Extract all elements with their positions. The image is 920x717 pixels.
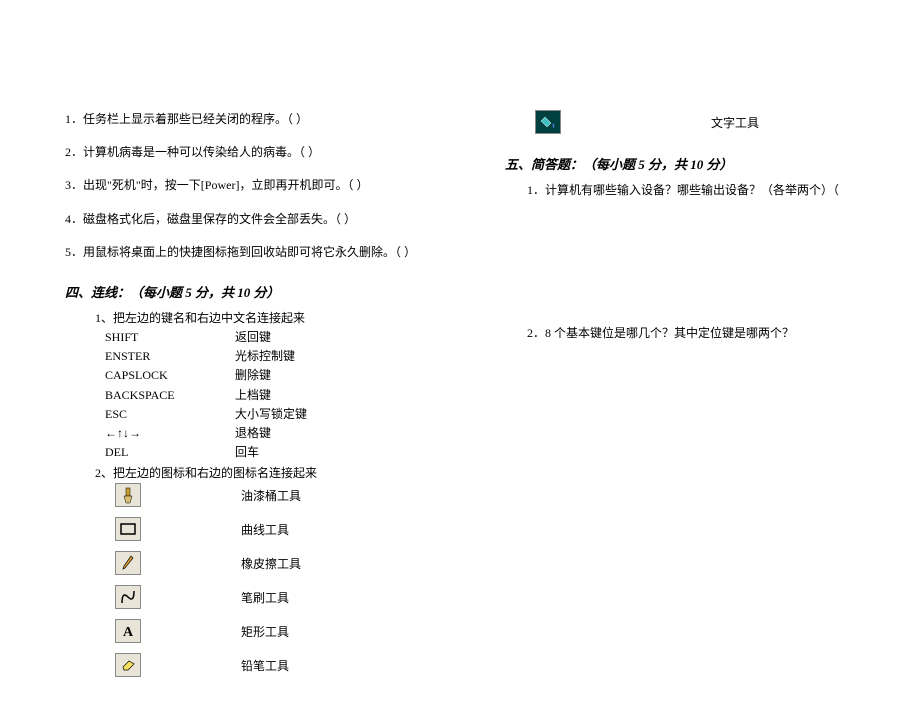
key-row: ENSTER光标控制键	[105, 347, 445, 366]
top-icon-label: 文字工具	[711, 114, 759, 131]
statement-5: 5．用鼠标将桌面上的快捷图标拖到回收站即可将它永久删除。（ ）	[65, 243, 445, 262]
icon-row: 油漆桶工具	[115, 483, 445, 507]
key-row: CAPSLOCK删除键	[105, 366, 445, 385]
key-row: BACKSPACE上档键	[105, 386, 445, 405]
icon-row: 橡皮擦工具	[115, 551, 445, 575]
section-4-title: 四、连线：（每小题 5 分，共 10 分）	[65, 282, 445, 301]
icon-label: 笔刷工具	[241, 589, 289, 606]
left-column: 1．任务栏上显示着那些已经关闭的程序。（ ） 2．计算机病毒是一种可以传染给人的…	[65, 110, 465, 687]
q2-title: 2、把左边的图标和右边的图标名连接起来	[95, 464, 445, 481]
icon-label: 矩形工具	[241, 623, 289, 640]
svg-text:A: A	[123, 625, 134, 639]
icon-label: 油漆桶工具	[241, 487, 301, 504]
short-answer-q2: 2．8 个基本键位是哪几个？其中定位键是哪两个？	[527, 324, 865, 343]
icon-row: A 矩形工具	[115, 619, 445, 643]
key-connection-table: SHIFT返回键 ENSTER光标控制键 CAPSLOCK删除键 BACKSPA…	[105, 328, 445, 462]
curve-tool-icon	[115, 585, 141, 609]
icon-connection-table: 油漆桶工具 曲线工具 橡皮擦工具 笔刷工具	[115, 483, 445, 677]
icon-label: 铅笔工具	[241, 657, 289, 674]
statement-2: 2．计算机病毒是一种可以传染给人的病毒。（ ）	[65, 143, 445, 162]
icon-row: 铅笔工具	[115, 653, 445, 677]
brush-tool-icon	[115, 483, 141, 507]
q1-title: 1、把左边的键名和右边中文名连接起来	[95, 309, 445, 326]
icon-label: 曲线工具	[241, 521, 289, 538]
icon-row: 笔刷工具	[115, 585, 445, 609]
right-column: 文字工具 五、简答题：（每小题 5 分，共 10 分） 1．计算机有哪些输入设备…	[465, 110, 865, 687]
section-5-title: 五、简答题：（每小题 5 分，共 10 分）	[505, 154, 865, 173]
pencil-tool-icon	[115, 551, 141, 575]
paint-bucket-icon	[535, 110, 561, 134]
icon-label: 橡皮擦工具	[241, 555, 301, 572]
rectangle-tool-icon	[115, 517, 141, 541]
key-row: ←↑↓→退格键	[105, 424, 445, 443]
icon-row: 曲线工具	[115, 517, 445, 541]
eraser-tool-icon	[115, 653, 141, 677]
key-row: ESC大小写锁定键	[105, 405, 445, 424]
key-row: DEL回车	[105, 443, 445, 462]
key-row: SHIFT返回键	[105, 328, 445, 347]
short-answer-q1: 1．计算机有哪些输入设备？哪些输出设备？（各举两个）（	[527, 181, 865, 200]
statement-1: 1．任务栏上显示着那些已经关闭的程序。（ ）	[65, 110, 445, 129]
text-tool-icon: A	[115, 619, 141, 643]
statement-3: 3．出现"死机"时，按一下[Power]，立即再开机即可。（ ）	[65, 176, 445, 195]
top-icon-row: 文字工具	[505, 110, 865, 134]
statement-4: 4．磁盘格式化后，磁盘里保存的文件会全部丢失。（ ）	[65, 210, 445, 229]
